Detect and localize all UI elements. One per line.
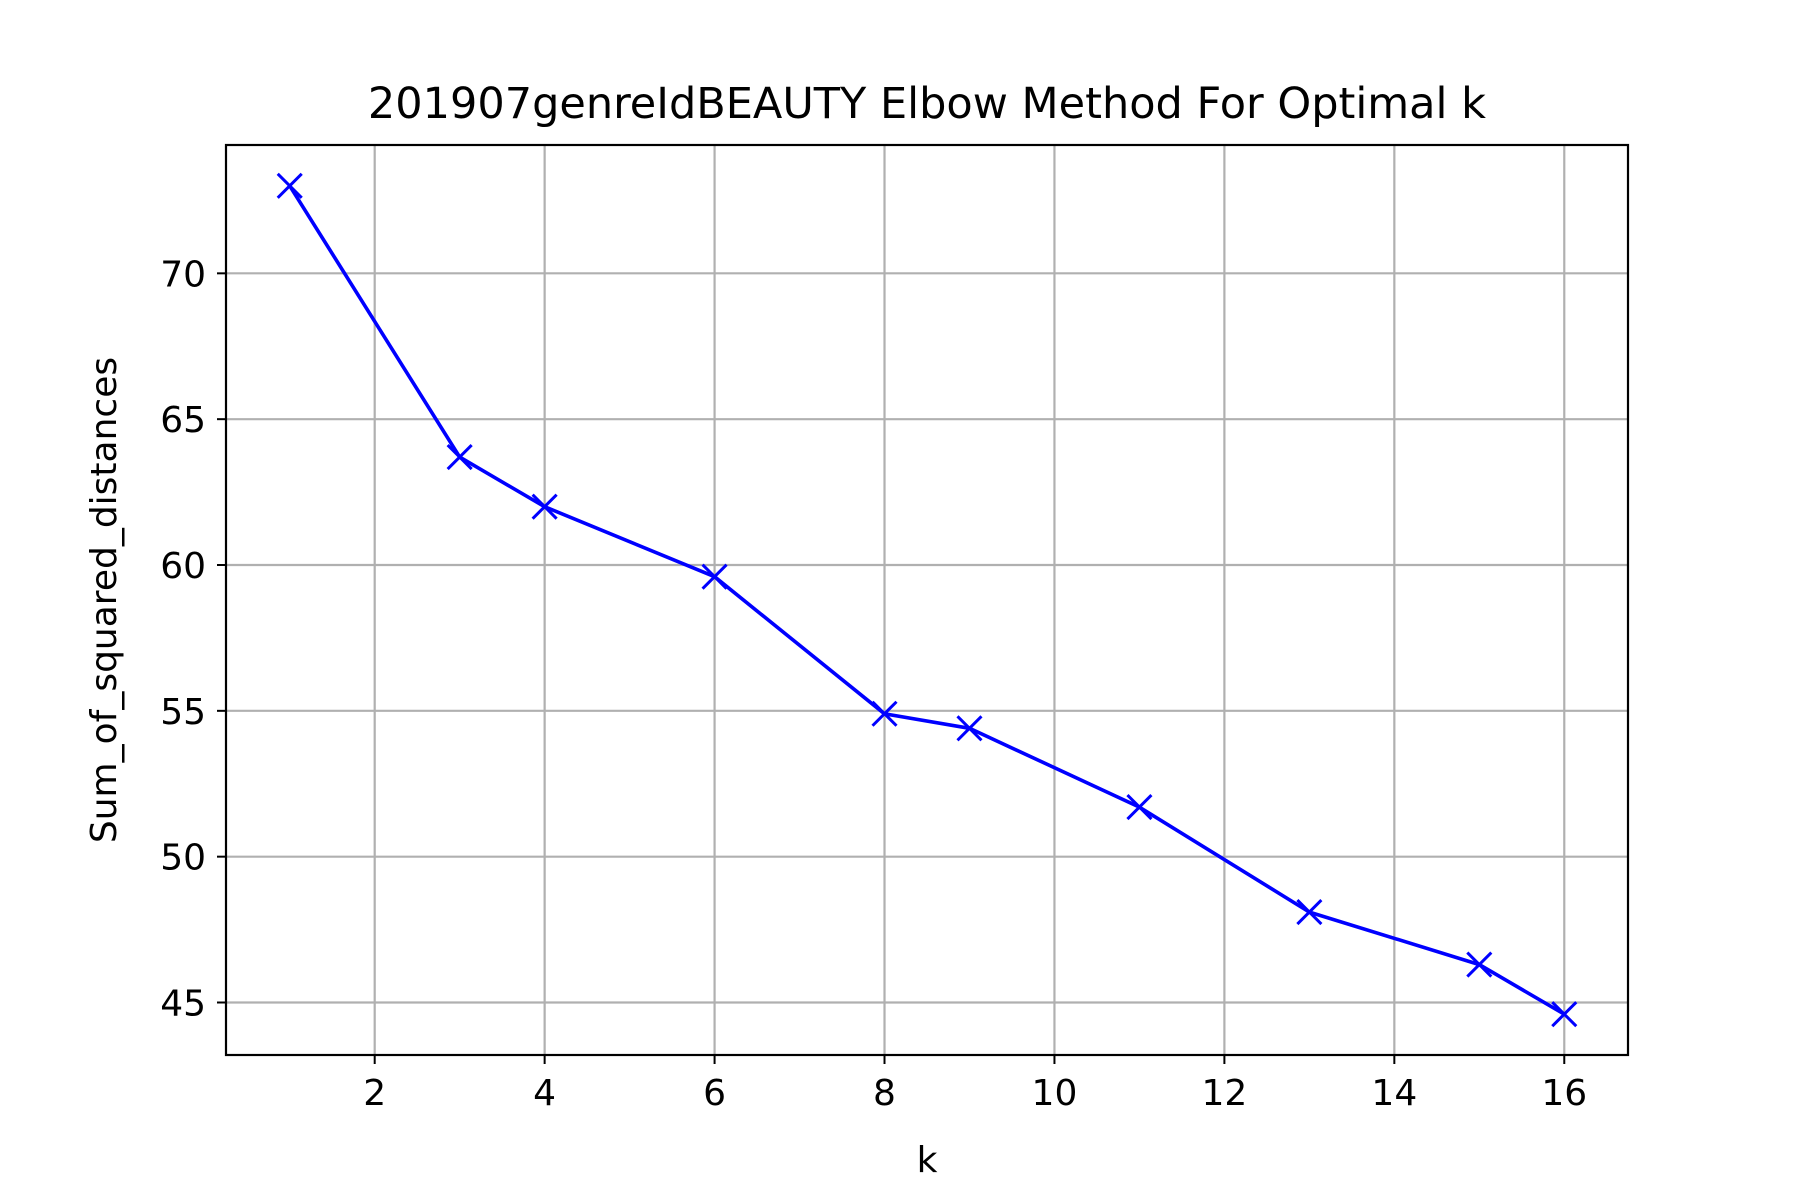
y-tick-label: 50 [160, 838, 206, 879]
data-point-marker [531, 493, 558, 520]
marker-stroke [871, 700, 898, 727]
data-point-marker [1126, 794, 1153, 821]
y-tick-label: 45 [160, 984, 206, 1025]
y-axis-title: Sum_of_squared_distances [84, 357, 125, 843]
data-point-marker [871, 700, 898, 727]
marker-stroke [446, 444, 473, 471]
x-tick-label: 6 [703, 1073, 726, 1114]
data-point-marker [1466, 951, 1493, 978]
data-point-marker [1296, 899, 1323, 926]
chart-title: 201907genreIdBEAUTY Elbow Method For Opt… [368, 79, 1486, 129]
marker-stroke [1126, 794, 1153, 821]
series [276, 172, 1578, 1028]
y-tick-label: 65 [160, 400, 206, 441]
data-point-marker [446, 444, 473, 471]
x-tick-label: 14 [1371, 1073, 1417, 1114]
data-point-marker [956, 715, 983, 742]
x-tick-label: 8 [873, 1073, 896, 1114]
y-tick-label: 70 [160, 254, 206, 295]
data-point-marker [1551, 1001, 1578, 1028]
x-axis-title: k [917, 1140, 938, 1181]
grid [226, 145, 1628, 1055]
data-point-marker [701, 563, 728, 590]
x-tick-label: 2 [363, 1073, 386, 1114]
y-tick-label: 55 [160, 692, 206, 733]
marker-stroke [531, 493, 558, 520]
plot-frame [224, 143, 1630, 1057]
marker-stroke [276, 172, 303, 199]
x-tick-label: 10 [1032, 1073, 1078, 1114]
marker-stroke [956, 715, 983, 742]
series-line [288, 184, 1566, 1016]
x-tick-label: 16 [1541, 1073, 1587, 1114]
marker-stroke [701, 563, 728, 590]
y-tick-label: 60 [160, 546, 206, 587]
ticks: 2 4 6 8 10 12 14 16 45 50 55 60 65 70 [160, 254, 1587, 1114]
marker-stroke [1551, 1001, 1578, 1028]
x-tick-label: 12 [1201, 1073, 1247, 1114]
marker-stroke [1296, 899, 1323, 926]
marker-stroke [1466, 951, 1493, 978]
data-point-marker [276, 172, 303, 199]
x-tick-label: 4 [533, 1073, 556, 1114]
